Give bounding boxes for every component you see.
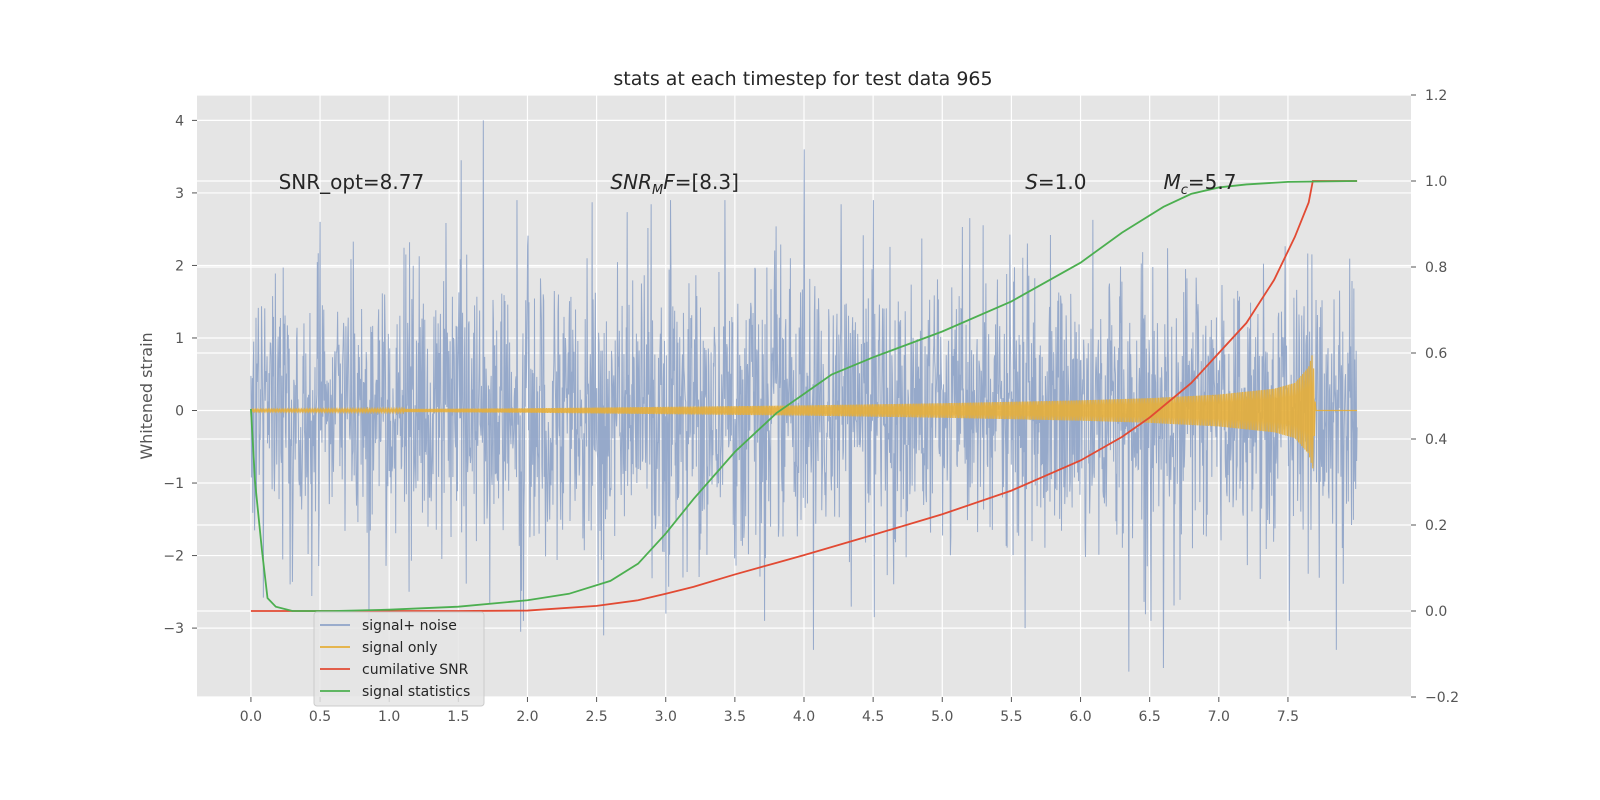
y-tick-label: −3 bbox=[163, 621, 184, 637]
cumulative-snr-line bbox=[250, 180, 1358, 612]
legend-box bbox=[313, 611, 485, 707]
chart-title: stats at each timestep for test data 965 bbox=[613, 68, 992, 90]
x-tick-label: 5.0 bbox=[931, 709, 953, 725]
y-axis-label: Whitened strain bbox=[137, 332, 156, 459]
signal-plus-noise-line bbox=[250, 120, 1358, 672]
legend-label: signal statistics bbox=[362, 684, 470, 700]
x-tick-label: 7.0 bbox=[1208, 709, 1230, 725]
annotation-3: Mc=5.7 bbox=[1163, 170, 1236, 198]
y-tick-label: −1 bbox=[163, 476, 184, 492]
y2-tick-label: −0.2 bbox=[1425, 690, 1459, 706]
x-tick-label: 7.5 bbox=[1277, 709, 1299, 725]
x-tick-label: 6.0 bbox=[1069, 709, 1091, 725]
y2-tick-label: 1.2 bbox=[1425, 88, 1447, 104]
signal-statistics-series bbox=[250, 180, 1358, 612]
annotation-0: SNR_opt=8.77 bbox=[279, 170, 425, 194]
x-axis: 0.0 0.5 1.0 1.5 2.0 2.5 3.0 3.5 4.0 4.5 5.0 5.5 6.0 6… bbox=[240, 697, 1299, 725]
x-tick-label: 0.5 bbox=[309, 709, 331, 725]
annotations: SNR_opt=8.77 SNRMF=[8.3] S=1.0 Mc=5.7 bbox=[279, 170, 1237, 198]
legend-label: cumilative SNR bbox=[362, 662, 469, 678]
signal-only-line bbox=[250, 355, 1358, 469]
y-tick-label: 2 bbox=[175, 258, 184, 274]
y-tick-label: 3 bbox=[175, 186, 184, 202]
legend: signal+ noise signal only cumilative SNR si… bbox=[313, 611, 485, 707]
y-tick-label: 4 bbox=[175, 113, 184, 129]
x-tick-label: 1.5 bbox=[447, 709, 469, 725]
x-tick-label: 5.5 bbox=[1000, 709, 1022, 725]
signal-statistics-line bbox=[250, 180, 1358, 612]
y2-tick-label: 0.4 bbox=[1425, 432, 1447, 448]
y-tick-label: 0 bbox=[175, 404, 184, 420]
signal-only-series bbox=[250, 355, 1358, 469]
x-tick-label: 1.0 bbox=[378, 709, 400, 725]
signal-plus-noise-series bbox=[250, 120, 1358, 672]
y2-tick-label: 1.0 bbox=[1425, 174, 1447, 190]
y-axis-right: 1.2 1.0 0.8 0.6 0.4 0.2 0.0 −0.2 bbox=[1411, 88, 1459, 706]
x-tick-label: 2.5 bbox=[585, 709, 607, 725]
annotation-1: SNRMF=[8.3] bbox=[610, 170, 738, 198]
y2-tick-label: 0.2 bbox=[1425, 518, 1447, 534]
y-tick-label: −2 bbox=[163, 549, 184, 565]
annotation-2: S=1.0 bbox=[1025, 170, 1086, 194]
legend-label: signal+ noise bbox=[362, 618, 457, 634]
x-tick-label: 3.5 bbox=[724, 709, 746, 725]
y-axis-left: 4 3 2 1 0 −1 −2 −3 bbox=[163, 113, 197, 637]
y-tick-label: 1 bbox=[175, 331, 184, 347]
x-tick-label: 4.5 bbox=[862, 709, 884, 725]
y2-tick-label: 0.6 bbox=[1425, 346, 1447, 362]
y2-tick-label: 0.8 bbox=[1425, 260, 1447, 276]
x-tick-label: 2.0 bbox=[516, 709, 538, 725]
x-tick-label: 3.0 bbox=[655, 709, 677, 725]
x-tick-label: 4.0 bbox=[793, 709, 815, 725]
cumulative-snr-series bbox=[250, 180, 1358, 612]
x-tick-label: 0.0 bbox=[240, 709, 262, 725]
y2-tick-label: 0.0 bbox=[1425, 604, 1447, 620]
x-tick-label: 6.5 bbox=[1139, 709, 1161, 725]
legend-label: signal only bbox=[362, 640, 437, 656]
